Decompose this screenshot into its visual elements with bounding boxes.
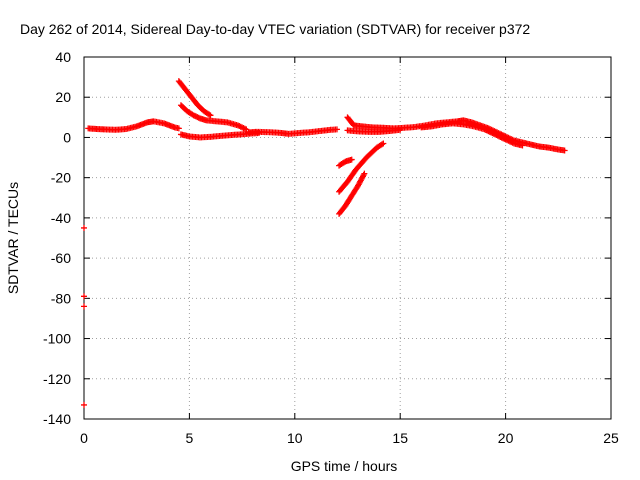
y-tick-label: -80 [51, 290, 71, 306]
y-tick-label: -20 [51, 170, 71, 186]
x-tick-label: 25 [603, 430, 619, 446]
series-track-plunge-a [336, 156, 355, 169]
data-point [333, 126, 340, 133]
series-track-plunge-b [336, 140, 387, 195]
data-point [348, 156, 355, 163]
x-axis-label: GPS time / hours [291, 458, 398, 474]
x-tick-label: 5 [186, 430, 194, 446]
series-track-descending-a [175, 78, 214, 119]
data-point [561, 147, 568, 154]
grid-layer [84, 57, 611, 419]
y-tick-label: 20 [55, 89, 71, 105]
data-point [207, 112, 214, 119]
data-point [206, 111, 213, 118]
plot-frame [83, 56, 612, 420]
data-point [175, 125, 182, 132]
y-tick-label: 0 [63, 129, 71, 145]
data-point [380, 140, 387, 147]
series-track-descending-b [177, 102, 250, 133]
y-tick-label: -40 [51, 210, 71, 226]
chart-title: Day 262 of 2014, Sidereal Day-to-day VTE… [20, 21, 530, 37]
data-point [360, 171, 367, 178]
series-track-afternoon-lower [418, 120, 526, 149]
data-point [81, 303, 87, 310]
data-point [361, 170, 368, 177]
series-layer [81, 78, 568, 408]
x-tick-label: 15 [392, 430, 408, 446]
y-tick-label: 40 [55, 49, 71, 65]
y-tick-label: -140 [43, 411, 71, 427]
x-tick-label: 0 [80, 430, 88, 446]
series-track-plunge-c [336, 170, 368, 217]
y-tick-label: -60 [51, 250, 71, 266]
x-tick-label: 20 [498, 430, 514, 446]
data-point [81, 401, 87, 408]
series-edge-outliers [81, 224, 87, 408]
x-tick-label: 10 [287, 430, 303, 446]
data-point [519, 142, 526, 149]
series-track-low-mid [177, 130, 262, 141]
y-axis-label: SDTVAR / TECUs [5, 182, 21, 294]
series-track-midday [245, 126, 340, 137]
data-point [379, 141, 386, 148]
series-track-early [85, 118, 182, 133]
data-point [81, 293, 87, 300]
data-point [81, 224, 87, 231]
y-tick-label: -120 [43, 371, 71, 387]
ticks-layer: 0 5 10 15 20 25 40 20 0 -20 -40 -60 -80 -100 -120 -140 [43, 49, 619, 446]
y-tick-label: -100 [43, 331, 71, 347]
